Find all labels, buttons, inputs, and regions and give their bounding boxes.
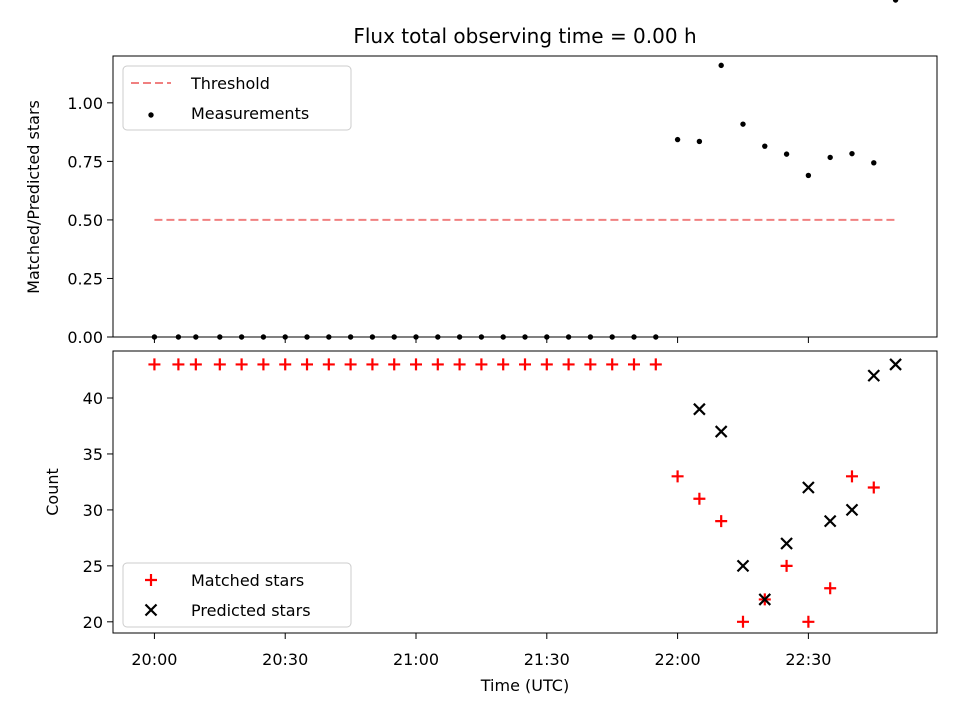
- x-tick-label: 22:00: [655, 650, 701, 669]
- legend-top: Threshold Measurements: [122, 65, 352, 131]
- legend-swatch: [148, 112, 154, 118]
- data-point: [344, 358, 357, 371]
- data-point: [824, 582, 837, 595]
- data-point: [172, 358, 185, 371]
- panel-top: 0.00 0.25 0.50 0.75 1.00 Matched/Predicted s…: [24, 0, 938, 347]
- y-tick-label-bottom: 35: [83, 445, 103, 464]
- y-tick-label-top: 0.50: [67, 211, 103, 230]
- data-point: [736, 615, 749, 628]
- data-point: [584, 358, 597, 371]
- data-point: [714, 425, 728, 438]
- y-tick-label-top: 0.00: [67, 328, 103, 347]
- data-point: [674, 136, 681, 143]
- data-point: [762, 143, 768, 149]
- y-axis-label-top: Matched/Predicted stars: [24, 100, 43, 294]
- data-point: [189, 358, 202, 371]
- data-point: [740, 121, 746, 127]
- data-point: [718, 62, 724, 69]
- data-point: [562, 358, 575, 371]
- y-tick-label-bottom: 25: [83, 557, 103, 576]
- data-point: [845, 503, 859, 517]
- data-point: [780, 537, 793, 550]
- data-point: [671, 470, 684, 483]
- y-tick-label-top: 0.25: [67, 269, 103, 288]
- y-axis-label-bottom: Count: [43, 468, 62, 516]
- data-point: [322, 358, 335, 371]
- x-axis-label: Time (UTC): [480, 676, 569, 695]
- chart-title: Flux total observing time = 0.00 h: [353, 24, 696, 48]
- panel-bottom: 20 25 30 35 40 Count Matched stars Predicted …: [43, 350, 938, 634]
- data-point: [892, 0, 899, 3]
- plot-frame-bottom: [112, 350, 938, 634]
- data-point: [453, 358, 466, 371]
- data-point: [693, 402, 706, 416]
- legend-bottom: Matched stars Predicted stars: [122, 562, 352, 628]
- data-point: [758, 593, 772, 606]
- y-tick-label-bottom: 40: [83, 389, 103, 408]
- data-point: [849, 150, 855, 157]
- y-tick-label-top: 0.75: [67, 152, 103, 171]
- x-tick-label: 20:00: [131, 650, 177, 669]
- y-tick-label-bottom: 20: [83, 613, 103, 632]
- y-tick-label-bottom: 30: [83, 501, 103, 520]
- x-tick-label: 21:30: [524, 650, 570, 669]
- data-point: [257, 358, 270, 371]
- data-point: [693, 492, 706, 505]
- data-point: [431, 358, 444, 371]
- data-point: [279, 358, 292, 371]
- data-point: [802, 481, 815, 494]
- data-point: [889, 358, 902, 371]
- data-point: [867, 369, 881, 382]
- legend-swatch: [145, 574, 157, 586]
- data-point: [388, 358, 401, 371]
- plot-frame-top: [112, 55, 938, 338]
- legend-label: Matched stars: [191, 571, 304, 590]
- data-point: [649, 358, 662, 371]
- legend-box: [122, 562, 352, 628]
- data-point: [867, 481, 880, 494]
- data-point: [802, 615, 815, 628]
- data-point: [519, 358, 531, 371]
- data-point: [148, 358, 161, 371]
- data-point: [475, 358, 488, 371]
- data-point: [715, 515, 728, 528]
- data-point: [497, 358, 510, 371]
- data-point: [540, 358, 553, 371]
- data-point: [736, 559, 750, 573]
- data-point: [805, 172, 812, 179]
- x-axis: 20:00 20:30 21:00 21:30 22:00 22:30: [131, 337, 831, 669]
- legend-swatch: [144, 603, 158, 617]
- data-point: [235, 358, 248, 371]
- data-point: [410, 358, 423, 371]
- data-point: [301, 358, 314, 371]
- data-point: [827, 154, 833, 161]
- y-tick-label-top: 1.00: [67, 94, 103, 113]
- legend-label: Measurements: [191, 104, 309, 123]
- legend-label: Threshold: [190, 74, 270, 93]
- x-tick-label: 22:30: [785, 650, 831, 669]
- data-point: [780, 559, 793, 572]
- x-tick-label: 20:30: [262, 650, 308, 669]
- legend-label: Predicted stars: [191, 601, 311, 620]
- data-point: [627, 358, 640, 371]
- data-point: [366, 358, 379, 371]
- data-point: [783, 151, 790, 157]
- data-point: [845, 470, 858, 483]
- legend-box: [122, 65, 352, 131]
- data-point: [823, 514, 837, 528]
- data-point: [606, 358, 619, 371]
- data-point: [696, 138, 703, 145]
- data-point: [871, 160, 877, 166]
- x-tick-label: 21:00: [393, 650, 439, 669]
- data-point: [213, 358, 226, 371]
